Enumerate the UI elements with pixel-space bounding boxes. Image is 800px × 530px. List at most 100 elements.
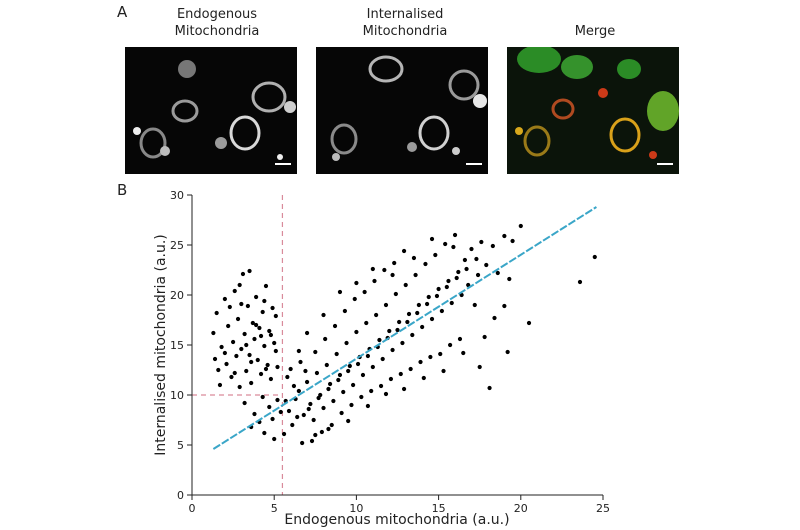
data-point <box>346 418 351 424</box>
data-point <box>252 336 257 342</box>
data-point <box>398 371 403 377</box>
data-point <box>346 368 351 374</box>
data-point <box>441 368 446 374</box>
image-title-line1: Merge <box>574 24 616 39</box>
data-point <box>475 272 481 278</box>
data-point <box>406 311 412 317</box>
data-point <box>421 375 426 381</box>
data-point <box>331 398 336 404</box>
data-point <box>262 343 267 349</box>
x-tick-label: 0 <box>189 502 196 515</box>
data-point <box>237 384 242 390</box>
x-tick-label: 25 <box>596 502 610 515</box>
data-point <box>487 385 492 391</box>
data-point <box>474 256 479 262</box>
data-point <box>390 347 395 353</box>
data-point <box>484 262 489 268</box>
data-point <box>383 391 389 397</box>
micrograph-internalised <box>316 47 488 174</box>
image-title-merge: Merge <box>500 23 690 40</box>
data-point <box>372 278 377 284</box>
data-point <box>448 342 453 348</box>
x-axis-label: Endogenous mitochondria (a.u.) <box>284 512 509 528</box>
data-point <box>244 368 249 374</box>
data-point <box>237 282 242 288</box>
data-point <box>378 383 384 389</box>
data-point <box>577 279 583 285</box>
data-point <box>336 377 341 383</box>
data-point <box>360 372 366 378</box>
data-point <box>472 302 477 308</box>
data-point <box>428 354 433 360</box>
data-point <box>466 282 471 288</box>
data-point <box>347 363 352 369</box>
data-point <box>254 294 259 300</box>
data-point <box>300 440 305 446</box>
data-point <box>446 278 451 284</box>
data-point <box>249 380 254 386</box>
data-point <box>332 323 338 329</box>
data-point <box>245 303 250 309</box>
data-point <box>592 254 597 260</box>
data-point <box>438 351 443 357</box>
data-point <box>316 395 321 401</box>
data-point <box>495 270 500 276</box>
data-point <box>257 325 262 331</box>
data-point <box>413 272 418 278</box>
data-point <box>235 316 241 322</box>
panel-a-letter: A <box>117 3 128 21</box>
data-point <box>285 374 290 380</box>
data-point <box>439 308 444 314</box>
data-point <box>227 304 232 310</box>
data-point <box>344 340 349 346</box>
data-point <box>267 404 272 410</box>
data-point <box>295 414 300 420</box>
data-point <box>275 364 280 370</box>
data-point <box>351 382 356 388</box>
data-point <box>339 410 344 416</box>
y-tick-label: 0 <box>177 489 184 502</box>
data-point <box>341 389 346 395</box>
data-point <box>306 406 311 412</box>
data-point <box>217 382 223 388</box>
data-point <box>321 405 326 411</box>
data-point <box>355 361 361 367</box>
data-point <box>211 330 216 336</box>
data-point <box>258 371 264 377</box>
data-point <box>288 366 293 372</box>
data-point <box>405 319 410 325</box>
data-point <box>240 271 246 277</box>
data-point <box>239 346 244 352</box>
data-point <box>267 328 272 334</box>
data-point <box>219 344 224 350</box>
micrograph-endogenous-image <box>133 60 296 165</box>
data-point <box>510 238 515 244</box>
data-point <box>469 246 474 252</box>
data-point <box>258 333 264 339</box>
data-point <box>452 232 458 238</box>
data-point <box>234 353 239 359</box>
data-point <box>255 357 260 363</box>
data-point <box>462 257 468 263</box>
data-point <box>265 362 270 368</box>
data-point <box>216 367 221 373</box>
data-point <box>281 431 287 437</box>
data-point <box>444 284 449 290</box>
data-point <box>214 310 219 316</box>
data-point <box>303 368 308 374</box>
data-point <box>457 336 463 342</box>
data-point <box>319 429 324 435</box>
data-point <box>377 337 382 343</box>
data-point <box>249 359 254 365</box>
data-point <box>342 308 347 314</box>
micrograph-internalised-image <box>330 55 487 165</box>
y-tick-label: 10 <box>170 389 184 402</box>
data-point <box>337 372 343 378</box>
data-point <box>313 432 318 438</box>
data-point <box>291 383 297 389</box>
data-point <box>352 296 357 302</box>
data-point <box>354 280 359 286</box>
data-point <box>314 370 320 376</box>
data-point <box>492 315 497 321</box>
